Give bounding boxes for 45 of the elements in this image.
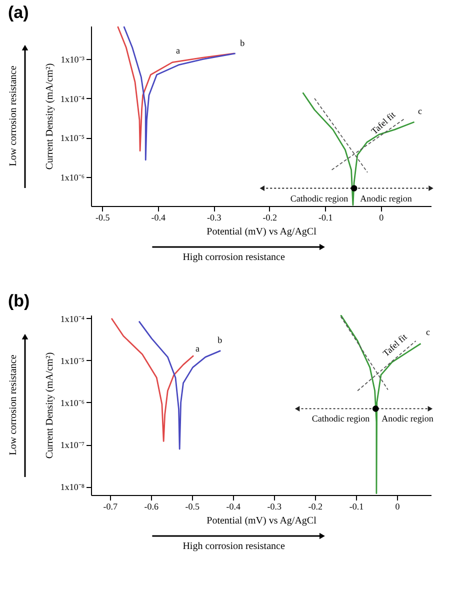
annotation: Cathodic region (290, 193, 349, 204)
line-series (110, 318, 194, 442)
x-axis-title: Potential (mV) vs Ag/AgCl (206, 516, 317, 526)
text: Low corrosion resistance (8, 65, 19, 166)
y-tick-label: 1x10⁻⁶ (60, 398, 84, 408)
annotation: b (240, 38, 246, 48)
text: High corrosion resistance (182, 541, 286, 552)
x-tick-label: -0.4 (151, 212, 166, 222)
y-axis-title: Current Density (mA/cm²) (44, 352, 56, 459)
line-series (138, 320, 222, 450)
x-tick-label: -0.4 (226, 502, 242, 512)
x-tick-label: -0.1 (349, 502, 364, 512)
annotation: b (218, 334, 223, 345)
x-tick-label: -0.5 (185, 502, 200, 512)
annotation: Cathodic region (312, 414, 370, 424)
x-tick-label: -0.3 (267, 502, 282, 512)
x-axis-title: Potential (mV) vs Ag/AgCl (206, 226, 317, 238)
y-tick-label: 1x10⁻³ (60, 54, 85, 65)
annotation: a (196, 344, 200, 354)
y-tick-label: 1x10⁻⁵ (60, 133, 84, 144)
y-tick-label: 1x10⁻⁷ (60, 440, 84, 450)
annotation: Anodic region (360, 193, 412, 204)
x-tick-label: -0.1 (318, 212, 333, 222)
y-tick-label: 1x10⁻⁶ (60, 172, 84, 182)
x-tick-label: -0.7 (103, 502, 118, 512)
annotation: a (176, 46, 180, 56)
x-tick-label: -0.2 (308, 502, 323, 512)
y-tick-label: 1x10⁻⁸ (60, 482, 84, 492)
x-tick-label: 0 (395, 502, 400, 512)
text: Low corrosion resistance (8, 354, 19, 456)
y-tick-label: 1x10⁻⁴ (60, 94, 84, 104)
x-tick-label: -0.5 (96, 212, 110, 222)
annotation: c (426, 327, 430, 338)
text: High corrosion resistance (182, 252, 286, 263)
y-tick-label: 1x10⁻⁵ (60, 356, 84, 366)
x-tick-label: -0.6 (144, 502, 159, 512)
x-tick-label: -0.3 (207, 212, 222, 222)
x-tick-label: 0 (379, 212, 384, 222)
x-tick-label: -0.2 (262, 212, 277, 222)
annotation: Anodic region (382, 414, 434, 424)
y-tick-label: 1x10⁻⁴ (60, 314, 84, 324)
annotation: c (418, 106, 422, 116)
y-axis-title: Current Density (mA/cm²) (44, 63, 56, 170)
chart-title: (b) (8, 291, 30, 310)
chart-title: (a) (8, 3, 29, 22)
